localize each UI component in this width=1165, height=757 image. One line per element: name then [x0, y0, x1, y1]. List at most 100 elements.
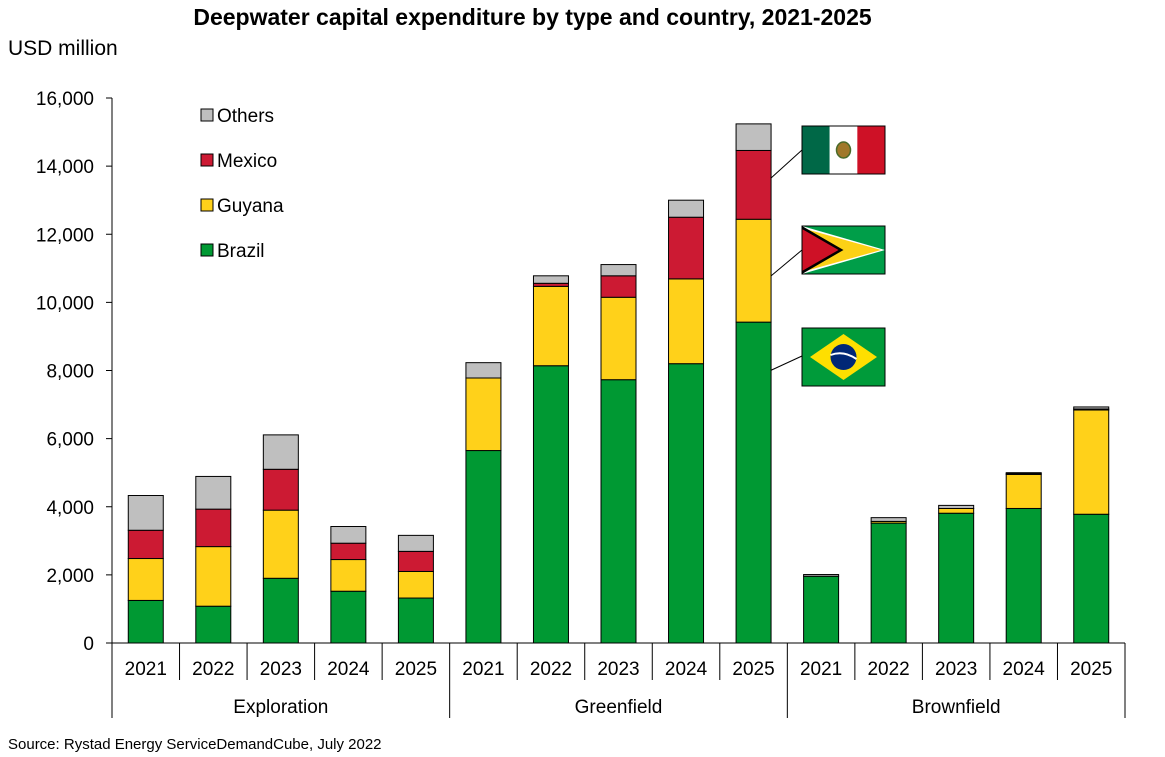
bar-segment-mexico	[600, 275, 637, 298]
bar-segment-others	[127, 495, 164, 531]
legend-swatch	[200, 198, 214, 212]
bar-segment-brazil	[532, 365, 569, 644]
y-tick-label: 14,000	[36, 157, 94, 178]
bar-segment-guyana	[195, 546, 232, 607]
bar-segment-others	[330, 526, 367, 544]
flag-leader-line	[770, 249, 803, 277]
mexico-flag-green	[802, 126, 830, 174]
bar-segment-others	[735, 123, 772, 151]
bar-segment-brazil	[465, 450, 502, 644]
brazil-flag	[801, 327, 886, 387]
chart-title: Deepwater capital expenditure by type an…	[193, 4, 872, 30]
y-tick-label: 6,000	[46, 430, 94, 451]
legend-label: Guyana	[217, 196, 284, 217]
bar-segment-guyana	[397, 570, 434, 599]
bar-segment-guyana	[330, 559, 367, 592]
flag-leader-line	[770, 149, 803, 179]
mexico-flag-emblem	[835, 141, 852, 159]
bar-segment-guyana	[668, 278, 705, 365]
legend-swatch	[200, 108, 214, 122]
y-tick-label: 2,000	[46, 566, 94, 587]
x-tick-label: 2024	[665, 659, 708, 680]
bar-segment-brazil	[668, 363, 705, 644]
bar-segment-others	[397, 534, 434, 552]
x-tick-label: 2024	[1003, 659, 1046, 680]
x-tick-label: 2022	[530, 659, 572, 680]
group-label: Exploration	[233, 697, 328, 718]
bar-segment-others	[1005, 472, 1042, 475]
bar-segment-guyana	[262, 509, 299, 579]
x-tick-label: 2021	[125, 659, 167, 680]
y-tick-label: 16,000	[36, 89, 94, 110]
y-tick-label: 10,000	[36, 293, 94, 314]
bar-segment-others	[668, 199, 705, 218]
x-tick-label: 2025	[1070, 659, 1112, 680]
brazil-flag-band	[830, 352, 858, 360]
group-label: Brownfield	[912, 697, 1001, 718]
bar-segment-others	[262, 434, 299, 470]
bar-segment-others	[1073, 406, 1110, 410]
mexico-flag	[801, 125, 886, 175]
bar-segment-guyana	[735, 218, 772, 323]
legend-swatch	[200, 243, 214, 257]
bar-segment-guyana	[127, 558, 164, 601]
bar-segment-guyana	[1073, 409, 1110, 515]
x-tick-label: 2023	[260, 659, 302, 680]
mexico-flag-red	[857, 126, 885, 174]
x-tick-label: 2024	[327, 659, 370, 680]
y-tick-label: 0	[83, 634, 94, 655]
bar-segment-brazil	[803, 575, 840, 644]
bar-segment-mexico	[127, 529, 164, 560]
bar-segment-brazil	[735, 321, 772, 644]
bar-segment-brazil	[870, 522, 907, 644]
source-note: Source: Rystad Energy ServiceDemandCube,…	[8, 736, 382, 753]
bar-segment-brazil	[397, 597, 434, 644]
y-tick-label: 4,000	[46, 498, 94, 519]
bar-segment-brazil	[938, 512, 975, 644]
bar-segment-mexico	[262, 468, 299, 511]
bar-segment-mexico	[330, 542, 367, 561]
bar-segment-mexico	[397, 550, 434, 572]
x-tick-label: 2022	[192, 659, 234, 680]
x-tick-label: 2025	[732, 659, 774, 680]
brazil-flag-globe	[830, 344, 857, 370]
bar-segment-brazil	[1005, 507, 1042, 644]
bar-segment-guyana	[600, 296, 637, 381]
legend-label: Brazil	[217, 241, 265, 262]
bar-segment-guyana	[465, 377, 502, 452]
x-tick-label: 2022	[867, 659, 909, 680]
x-tick-label: 2021	[800, 659, 842, 680]
bar-segment-others	[465, 362, 502, 379]
x-tick-label: 2025	[395, 659, 437, 680]
bar-segment-brazil	[1073, 513, 1110, 644]
guyana-flag-red	[802, 229, 839, 271]
bar-segment-brazil	[262, 577, 299, 644]
x-tick-label: 2023	[935, 659, 977, 680]
bar-segment-guyana	[532, 285, 569, 367]
y-tick-label: 8,000	[46, 362, 94, 383]
bar-segment-brazil	[330, 590, 367, 644]
bar-segment-others	[532, 275, 569, 284]
bar-segment-mexico	[735, 149, 772, 220]
bar-segment-mexico	[668, 216, 705, 280]
bar-segment-brazil	[127, 599, 164, 644]
bar-segment-others	[195, 475, 232, 510]
bar-segment-brazil	[195, 605, 232, 644]
guyana-flag	[801, 225, 886, 275]
flag-leader-line	[770, 355, 803, 371]
y-tick-label: 12,000	[36, 225, 94, 246]
bar-segment-others	[938, 504, 975, 509]
y-axis-unit-label: USD million	[8, 37, 118, 60]
legend-swatch	[200, 153, 214, 167]
bar-segment-guyana	[938, 507, 975, 514]
bar-segment-mexico	[195, 508, 232, 548]
bar-segment-others	[803, 574, 840, 577]
bar-segment-guyana	[1005, 473, 1042, 509]
x-tick-label: 2023	[597, 659, 639, 680]
bar-segment-others	[870, 517, 907, 522]
bar-segment-brazil	[600, 379, 637, 644]
legend-label: Others	[217, 106, 274, 127]
group-label: Greenfield	[575, 697, 663, 718]
x-tick-label: 2021	[462, 659, 504, 680]
